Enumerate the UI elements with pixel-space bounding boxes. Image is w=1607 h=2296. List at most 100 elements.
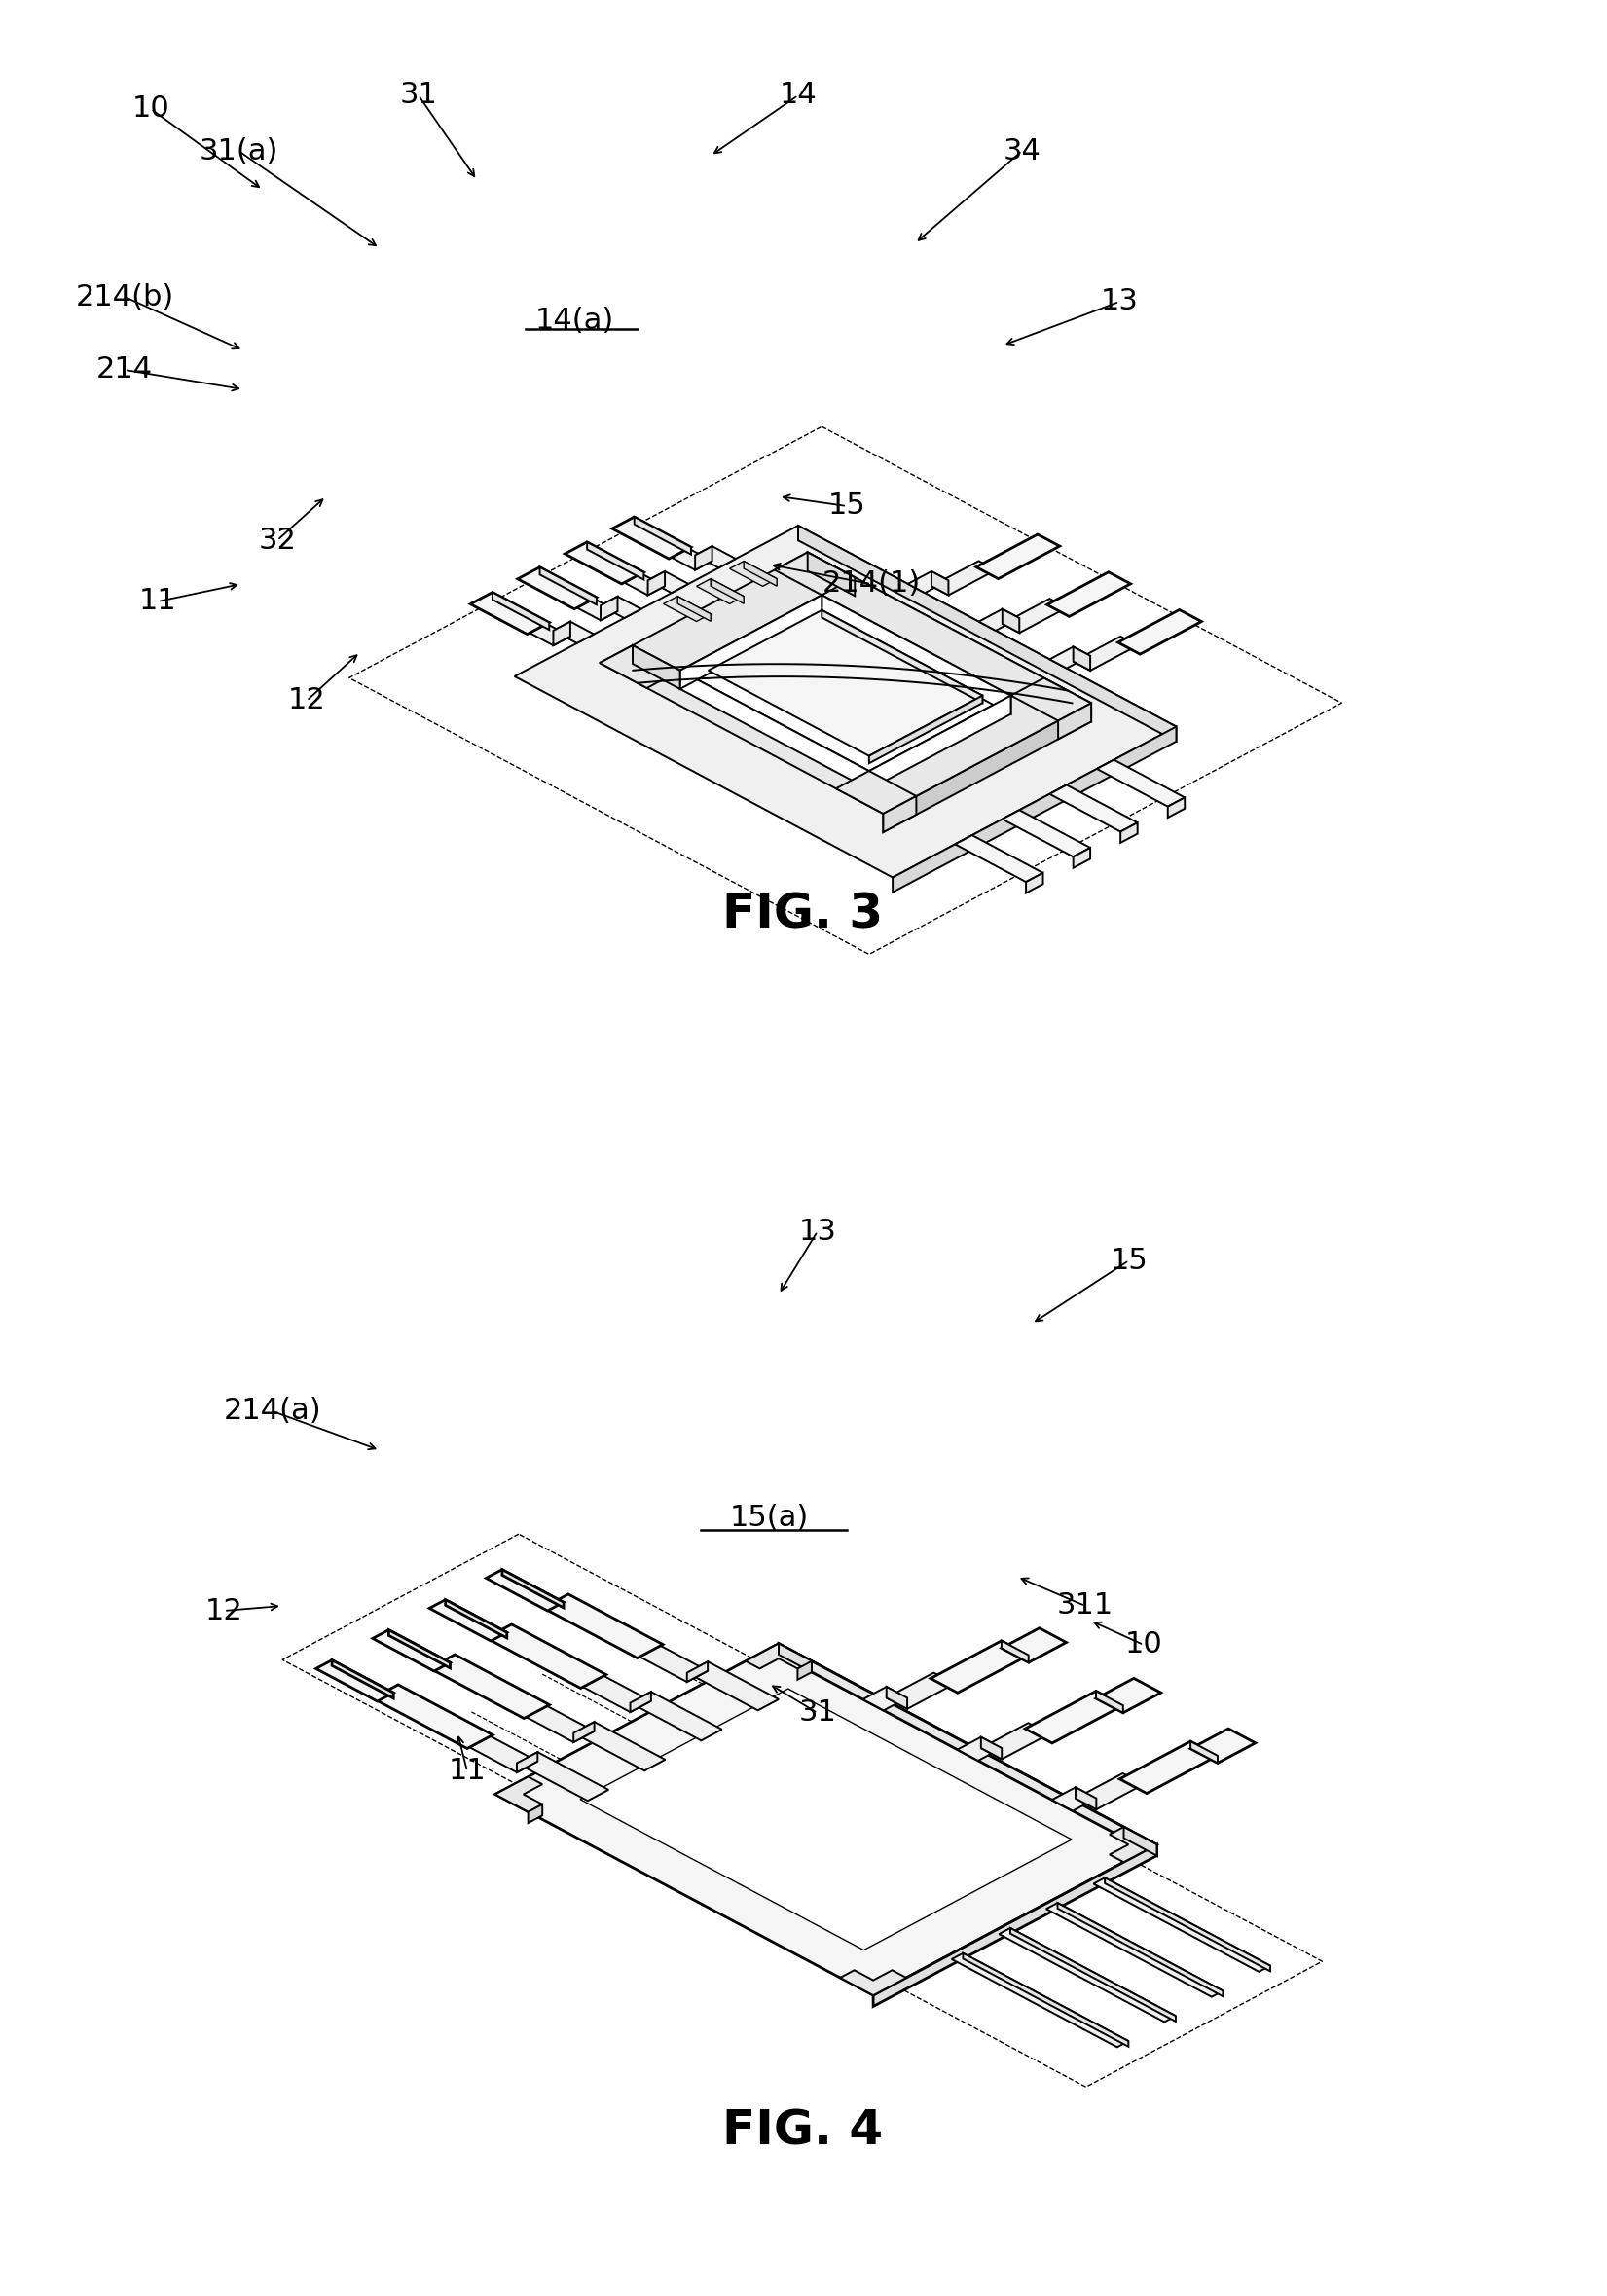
- Polygon shape: [1049, 785, 1138, 831]
- Text: 31: 31: [400, 80, 437, 110]
- Polygon shape: [1003, 810, 1090, 856]
- Polygon shape: [1057, 1903, 1223, 1998]
- Polygon shape: [1073, 647, 1090, 670]
- Polygon shape: [577, 599, 617, 620]
- Polygon shape: [1011, 677, 1091, 721]
- Polygon shape: [1120, 1740, 1218, 1793]
- Text: 214(a): 214(a): [223, 1398, 321, 1426]
- Polygon shape: [1003, 608, 1019, 634]
- Text: 311: 311: [1057, 1591, 1114, 1621]
- Polygon shape: [1057, 703, 1091, 739]
- Polygon shape: [648, 572, 688, 592]
- Polygon shape: [1191, 1729, 1255, 1763]
- Polygon shape: [333, 1660, 394, 1699]
- Polygon shape: [869, 696, 982, 762]
- Polygon shape: [525, 1706, 595, 1743]
- Text: 214: 214: [96, 356, 153, 383]
- Polygon shape: [1098, 760, 1184, 806]
- Polygon shape: [599, 553, 1091, 813]
- Polygon shape: [979, 608, 1019, 631]
- Polygon shape: [744, 560, 776, 585]
- Polygon shape: [678, 597, 710, 622]
- Polygon shape: [429, 1655, 550, 1717]
- Polygon shape: [799, 526, 1176, 742]
- Polygon shape: [429, 1600, 506, 1642]
- Text: 13: 13: [1101, 287, 1138, 317]
- Polygon shape: [640, 1646, 707, 1683]
- Polygon shape: [485, 1570, 564, 1612]
- Polygon shape: [873, 1844, 1157, 2007]
- Polygon shape: [686, 1662, 707, 1683]
- Polygon shape: [517, 1752, 538, 1773]
- Polygon shape: [633, 645, 680, 689]
- Polygon shape: [664, 597, 710, 622]
- Text: 32: 32: [259, 526, 296, 553]
- Polygon shape: [630, 1692, 722, 1740]
- Polygon shape: [580, 1690, 1072, 1949]
- Text: 31: 31: [799, 1699, 837, 1727]
- Polygon shape: [710, 579, 744, 604]
- Polygon shape: [680, 595, 821, 689]
- Polygon shape: [1191, 1740, 1218, 1763]
- Text: FIG. 4: FIG. 4: [723, 2108, 884, 2156]
- Polygon shape: [574, 1722, 665, 1770]
- Polygon shape: [601, 597, 641, 618]
- Polygon shape: [1096, 1692, 1123, 1713]
- Polygon shape: [908, 572, 948, 592]
- Polygon shape: [1025, 1692, 1123, 1743]
- Polygon shape: [583, 1676, 651, 1713]
- Polygon shape: [517, 567, 596, 608]
- Polygon shape: [930, 1642, 1028, 1692]
- Polygon shape: [779, 1644, 812, 1671]
- Polygon shape: [514, 526, 1176, 877]
- Polygon shape: [775, 553, 855, 595]
- Polygon shape: [1001, 1642, 1028, 1662]
- Polygon shape: [501, 1570, 564, 1607]
- Polygon shape: [1073, 636, 1138, 670]
- Polygon shape: [587, 542, 644, 579]
- Polygon shape: [975, 535, 1059, 579]
- Polygon shape: [1106, 1878, 1270, 1972]
- Polygon shape: [495, 1777, 542, 1812]
- Polygon shape: [389, 1630, 450, 1669]
- Text: 15(a): 15(a): [730, 1504, 808, 1531]
- Polygon shape: [495, 1644, 1157, 1995]
- Polygon shape: [797, 1660, 812, 1681]
- Polygon shape: [1073, 847, 1090, 868]
- Polygon shape: [980, 1738, 1001, 1759]
- Text: 12: 12: [288, 687, 326, 714]
- Text: 10: 10: [132, 94, 170, 124]
- Polygon shape: [951, 1954, 1128, 2048]
- Polygon shape: [599, 645, 680, 689]
- Polygon shape: [887, 1688, 908, 1708]
- Polygon shape: [680, 595, 1011, 771]
- Text: 11: 11: [448, 1756, 485, 1786]
- Text: 12: 12: [206, 1596, 243, 1626]
- Polygon shape: [1001, 1628, 1067, 1662]
- Polygon shape: [1075, 1786, 1096, 1809]
- Polygon shape: [553, 622, 570, 645]
- Polygon shape: [1109, 1828, 1157, 1862]
- Polygon shape: [1096, 1678, 1160, 1713]
- Polygon shape: [566, 542, 644, 583]
- Polygon shape: [696, 546, 712, 569]
- Polygon shape: [317, 1660, 394, 1701]
- Polygon shape: [869, 696, 1011, 790]
- Polygon shape: [1075, 1773, 1144, 1809]
- Polygon shape: [980, 1722, 1049, 1759]
- Polygon shape: [958, 1738, 1001, 1761]
- Polygon shape: [821, 611, 982, 703]
- Polygon shape: [1011, 1929, 1176, 2020]
- Polygon shape: [1168, 797, 1184, 817]
- Text: 10: 10: [1125, 1630, 1162, 1660]
- Polygon shape: [680, 670, 869, 790]
- Polygon shape: [624, 574, 665, 595]
- Polygon shape: [836, 771, 916, 813]
- Polygon shape: [553, 622, 595, 643]
- Polygon shape: [1118, 611, 1202, 654]
- Text: 15: 15: [1110, 1247, 1147, 1274]
- Text: 11: 11: [138, 588, 177, 615]
- Polygon shape: [963, 1954, 1128, 2046]
- Polygon shape: [840, 1970, 906, 1995]
- Polygon shape: [887, 1674, 955, 1708]
